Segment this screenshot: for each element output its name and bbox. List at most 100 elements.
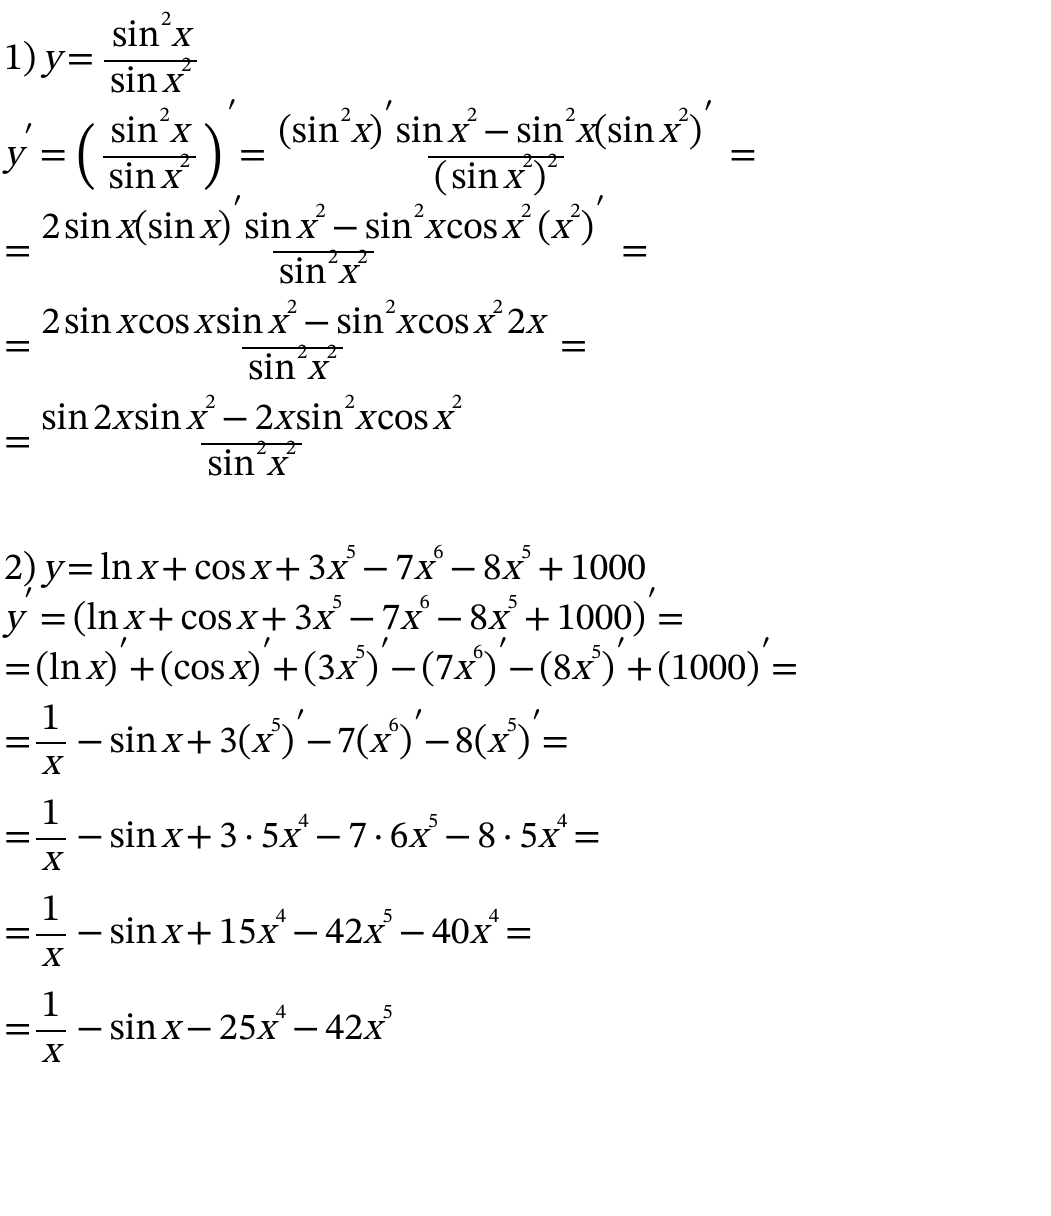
x: x [526,305,544,345]
sin: sin [216,305,264,345]
sin: sin [110,1011,158,1051]
rp: ) [399,724,413,764]
eq: = [505,915,532,955]
lp: ( [537,210,551,250]
minus: − [76,915,103,955]
eq: = [39,137,66,177]
minus: − [436,601,463,641]
minus: − [450,551,477,591]
x: x [326,551,344,591]
x: x [307,351,325,391]
plus: + [186,724,213,764]
eq: = [560,328,587,368]
p1-step4: = sin2x sinx2 − 2x sin2x cosx2 sin2x2 [4,401,1051,487]
x: x [199,210,217,250]
lp: ( [303,651,317,691]
y: y [42,551,60,591]
x: x [268,305,286,345]
rp: ) [483,651,497,691]
x: x [503,160,521,200]
lp: ( [434,160,448,200]
minus: − [303,305,330,345]
lp: ( [160,651,174,691]
ln: ln [86,601,119,641]
n40: 40 [432,915,470,955]
n7: 7 [348,819,367,859]
eq: = [621,233,648,273]
x: x [116,210,134,250]
n8: 8 [455,724,474,764]
two: 2 [507,305,526,345]
x: x [170,114,188,154]
sup2: 2 [357,247,367,269]
sup6: 6 [388,715,398,737]
sup2: 2 [452,392,462,414]
cos: cos [181,601,233,641]
x: x [267,447,285,487]
sup6: 6 [420,592,430,614]
sup5: 5 [591,642,601,664]
x: x [250,551,268,591]
p1-step1: y′ = ( sin2x sinx2 )′ = (sin2x)′ sinx2 −… [4,114,1051,200]
eq: = [39,601,66,641]
eq: = [239,137,266,177]
x: x [313,601,331,641]
n7: 7 [337,724,356,764]
plus: + [626,651,653,691]
y: y [42,41,60,81]
sin: sin [110,64,158,104]
p2-step5: = 1 x − sinx + 15x4 − 42x5 − 40x4 = [4,892,1051,978]
sup2: 2 [341,105,351,127]
n15: 15 [219,915,257,955]
minus: − [315,819,342,859]
x: x [162,64,180,104]
x: x [257,915,275,955]
prime: ′ [616,636,626,672]
one-over-x: 1 x [35,988,66,1074]
p2-step2: = (lnx)′ + (cosx)′ + (3x5)′ − (7x6)′ − (… [4,651,1051,691]
x: x [274,401,292,441]
sup2: 2 [385,297,395,319]
prime: ′ [647,586,657,622]
x: x [363,1011,381,1051]
one: 1 [41,796,60,836]
sin: sin [296,401,344,441]
prime: ′ [118,636,128,672]
p1-step2-frac: 2 sinx (sinx)′ sinx2 − sin2x cosx2 (x2)′… [35,210,611,296]
x: x [257,1011,275,1051]
x: x [161,1011,179,1051]
sin: sin [516,114,564,154]
n42: 42 [325,915,363,955]
eq: = [67,41,94,81]
eq: = [542,724,569,764]
prime: ′ [595,194,605,230]
n7: 7 [435,651,454,691]
cos: cos [418,305,470,345]
minus: − [76,819,103,859]
p1-step1-rfrac: (sin2x)′ sinx2 − sin2x (sinx2)′ (sinx2)2 [272,114,719,200]
sup2: 2 [287,297,297,319]
x: x [408,819,426,859]
sup2: 2 [161,9,171,31]
prime: ′ [23,122,33,158]
n3: 3 [307,551,326,591]
minus: − [508,651,535,691]
sup5: 5 [382,906,392,928]
sup2: 2 [159,105,169,127]
n8: 8 [553,651,572,691]
p2-step3: = 1 x − sinx + 3(x5)′ − 7(x6)′ − 8(x5)′ … [4,701,1051,787]
rp: ) [746,651,760,691]
eq: = [657,601,684,641]
two: 2 [41,305,60,345]
n8: 8 [469,601,488,641]
x: x [186,401,204,441]
sup4: 4 [557,811,567,833]
eq: = [4,328,31,368]
sin: sin [396,114,444,154]
x: x [433,401,451,441]
sup5: 5 [428,811,438,833]
x: x [42,1034,60,1074]
sup4: 4 [276,1002,286,1024]
minus: − [424,724,451,764]
x: x [112,401,130,441]
